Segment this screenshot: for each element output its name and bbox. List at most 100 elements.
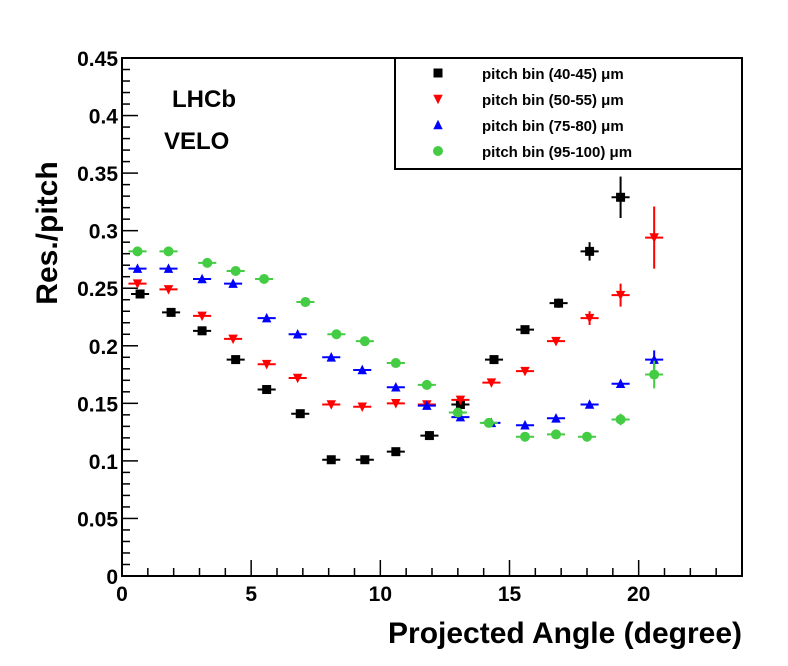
y-tick-label: 0.2 bbox=[89, 336, 118, 359]
marker-square bbox=[135, 289, 145, 299]
marker-circle bbox=[452, 407, 463, 418]
marker-circle bbox=[163, 246, 174, 257]
y-tick-label: 0.4 bbox=[89, 106, 119, 129]
marker-circle bbox=[551, 429, 561, 440]
marker-square bbox=[489, 355, 499, 365]
y-tick-label: 0.45 bbox=[77, 48, 118, 71]
data-point bbox=[611, 176, 630, 219]
data-point bbox=[417, 400, 436, 410]
marker-circle bbox=[300, 297, 311, 308]
data-point bbox=[131, 289, 150, 299]
marker-triangle-down bbox=[357, 402, 367, 413]
data-point bbox=[322, 455, 341, 465]
data-point bbox=[355, 336, 374, 347]
legend-label: pitch bin (95-100) μm bbox=[482, 144, 632, 161]
y-tick-label: 0.35 bbox=[77, 163, 118, 186]
series-1 bbox=[131, 176, 630, 465]
data-point bbox=[484, 355, 504, 365]
data-point bbox=[645, 206, 664, 269]
marker-circle bbox=[202, 257, 213, 268]
data-point bbox=[159, 263, 178, 273]
y-tick-label: 0 bbox=[106, 566, 118, 589]
x-tick-label: 5 bbox=[245, 583, 257, 606]
axis-ticks bbox=[121, 57, 743, 577]
marker-circle bbox=[390, 358, 401, 369]
marker-triangle-down bbox=[584, 313, 595, 324]
marker-triangle-down bbox=[197, 311, 207, 322]
legend-label: pitch bin (50-55) μm bbox=[482, 92, 624, 109]
data-point bbox=[288, 373, 307, 384]
data-point bbox=[515, 325, 535, 335]
legend-label: pitch bin (40-45) μm bbox=[482, 66, 624, 83]
data-point bbox=[193, 311, 212, 322]
data-point bbox=[386, 381, 405, 392]
data-point bbox=[451, 395, 470, 406]
axis-tick-labels: 0 5 10 15 20 0 0.05 0.1 0.15 0.2 0.25 0.3 0.35 0.4 0.4… bbox=[77, 48, 650, 606]
data-point bbox=[322, 352, 341, 362]
marker-circle bbox=[230, 265, 241, 276]
marker-circle bbox=[331, 329, 342, 340]
marker-triangle-up bbox=[551, 413, 561, 423]
y-tick-label: 0.3 bbox=[89, 221, 118, 244]
legend-items: pitch bin (40-45) μm pitch bin (50-55) μm… bbox=[433, 66, 632, 161]
marker-triangle-up bbox=[520, 419, 530, 430]
x-tick-label: 20 bbox=[627, 583, 650, 606]
data-point bbox=[420, 431, 439, 441]
y-axis-title: Res./pitch bbox=[31, 161, 64, 304]
data-point bbox=[162, 307, 181, 317]
marker-square bbox=[391, 447, 401, 457]
marker-square bbox=[616, 192, 626, 202]
marker-circle bbox=[359, 336, 370, 347]
legend-marker-triangle-down bbox=[433, 94, 443, 105]
data-point bbox=[580, 311, 599, 326]
legend: pitch bin (40-45) μm pitch bin (50-55) μm… bbox=[394, 57, 743, 170]
marker-square bbox=[585, 246, 595, 256]
x-tick-label: 15 bbox=[498, 583, 522, 606]
data-point bbox=[546, 429, 566, 440]
data-point bbox=[417, 379, 436, 390]
x-axis-title: Projected Angle (degree) bbox=[388, 617, 742, 650]
detector-label: VELO bbox=[164, 128, 229, 155]
marker-square bbox=[166, 307, 176, 317]
data-point bbox=[327, 329, 346, 340]
data-point bbox=[193, 273, 212, 284]
marker-circle bbox=[421, 379, 432, 390]
data-point bbox=[288, 328, 307, 339]
y-tick-label: 0.25 bbox=[77, 278, 118, 301]
y-tick-label: 0.1 bbox=[89, 451, 119, 474]
data-point bbox=[353, 402, 372, 413]
data-point bbox=[611, 283, 630, 307]
data-point bbox=[580, 242, 599, 261]
marker-triangle-up bbox=[163, 263, 174, 273]
data-point bbox=[515, 431, 535, 442]
marker-triangle-down bbox=[292, 373, 303, 384]
data-point bbox=[159, 285, 178, 295]
marker-square bbox=[520, 325, 530, 335]
series-2 bbox=[128, 206, 664, 413]
data-point bbox=[255, 274, 274, 285]
data-point bbox=[645, 360, 664, 389]
data-point bbox=[224, 278, 243, 288]
data-point bbox=[546, 413, 566, 423]
data-point bbox=[193, 326, 212, 336]
marker-triangle-up bbox=[615, 378, 626, 389]
legend-item: pitch bin (75-80) μm bbox=[433, 118, 624, 135]
data-point bbox=[611, 413, 630, 426]
data-point bbox=[448, 407, 467, 418]
marker-circle bbox=[649, 369, 660, 380]
data-point bbox=[257, 312, 276, 323]
legend-item: pitch bin (40-45) μm bbox=[433, 66, 624, 83]
marker-triangle-down bbox=[551, 336, 561, 347]
marker-circle bbox=[132, 246, 143, 257]
data-point bbox=[322, 400, 341, 410]
marker-circle bbox=[615, 414, 626, 425]
marker-triangle-up bbox=[326, 352, 336, 362]
legend-marker-triangle-up bbox=[433, 119, 443, 130]
marker-triangle-down bbox=[326, 400, 336, 410]
legend-item: pitch bin (50-55) μm bbox=[433, 92, 624, 109]
marker-triangle-up bbox=[228, 278, 238, 288]
marker-triangle-up bbox=[422, 400, 432, 410]
marker-triangle-up bbox=[584, 399, 595, 409]
marker-triangle-up bbox=[197, 273, 207, 284]
